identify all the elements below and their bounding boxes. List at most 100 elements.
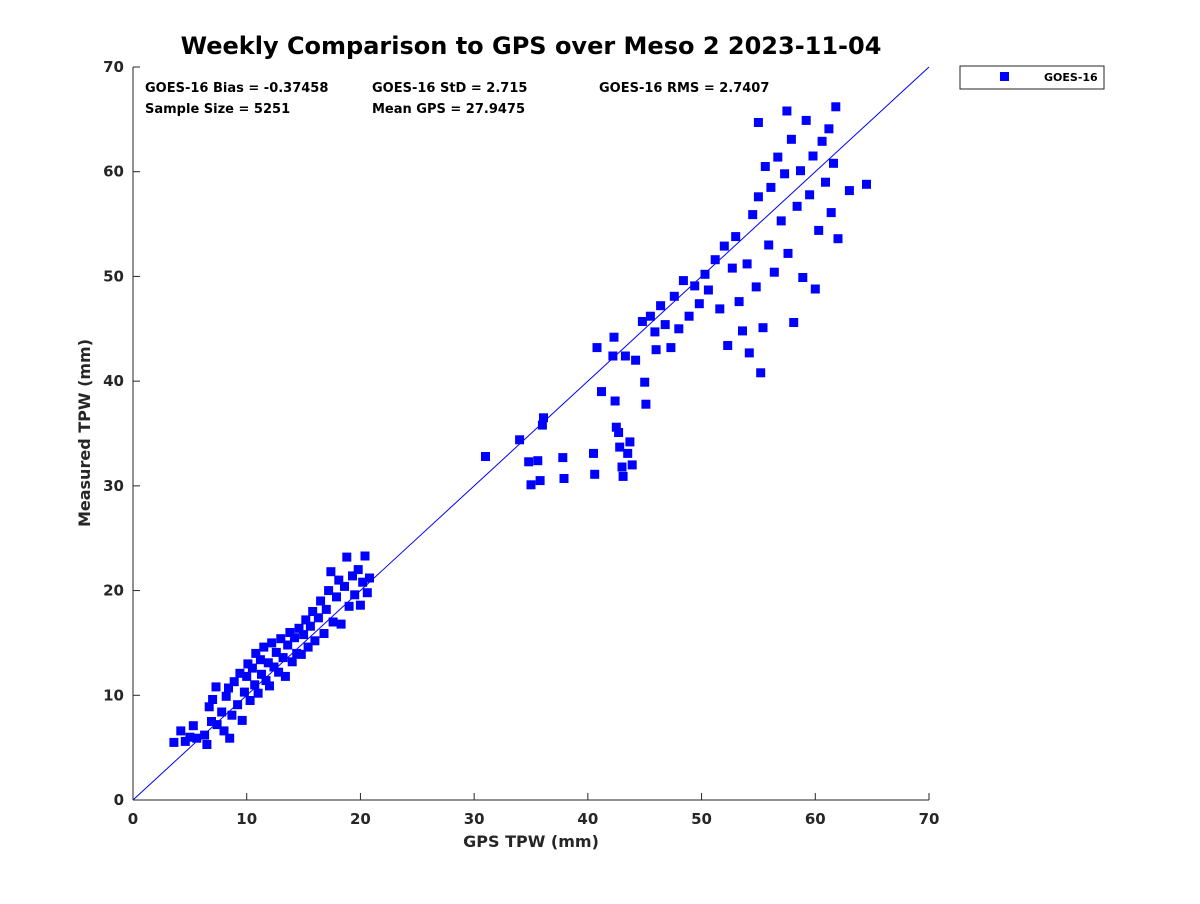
data-point	[608, 351, 618, 361]
data-point	[611, 422, 621, 432]
y-tick-label: 10	[103, 686, 124, 704]
data-point	[533, 456, 543, 466]
data-point	[188, 721, 198, 731]
data-point	[844, 186, 854, 196]
data-point	[773, 152, 783, 162]
stat-bias: GOES-16 Bias = -0.37458	[145, 81, 328, 96]
data-point	[204, 702, 214, 712]
data-point	[826, 208, 836, 218]
data-point	[296, 649, 306, 659]
data-point	[299, 630, 309, 640]
data-point	[766, 182, 776, 192]
data-point	[738, 326, 747, 336]
data-point	[678, 276, 688, 286]
data-point	[666, 343, 676, 353]
data-point	[734, 297, 744, 307]
data-point	[620, 351, 630, 361]
data-point	[239, 687, 249, 697]
data-point	[715, 304, 725, 314]
chart-title: Weekly Comparison to GPS over Meso 2 202…	[181, 32, 882, 60]
data-point	[660, 320, 670, 330]
data-point	[821, 177, 830, 187]
data-point	[710, 255, 720, 265]
data-point	[269, 662, 279, 672]
data-point	[829, 158, 838, 168]
data-point	[690, 281, 700, 291]
data-point	[200, 730, 210, 740]
data-point	[782, 106, 792, 116]
data-point	[292, 648, 302, 658]
data-point	[283, 640, 293, 650]
legend-box	[959, 65, 1105, 90]
data-point	[185, 732, 195, 742]
data-point	[365, 573, 374, 583]
stat-rms: GOES-16 RMS = 2.7407	[599, 81, 769, 96]
data-point	[308, 607, 318, 616]
y-tick-label: 60	[103, 163, 124, 181]
data-point	[211, 682, 221, 692]
data-point	[253, 688, 263, 698]
data-point	[589, 448, 598, 458]
data-point	[535, 476, 545, 486]
data-point	[637, 317, 647, 326]
data-point	[758, 323, 768, 333]
data-point	[753, 118, 763, 127]
data-point	[792, 201, 802, 211]
data-point	[656, 301, 666, 311]
x-tick-label: 70	[919, 810, 940, 828]
axes: 0 10 20 30 40 50 60 70 0 10 20 30 40 50 60 70	[103, 58, 939, 828]
data-point	[783, 248, 793, 258]
data-point	[627, 460, 637, 470]
data-point	[684, 311, 694, 321]
y-axis-label: Measured TPW (mm)	[75, 339, 94, 527]
data-point	[559, 474, 569, 483]
data-point	[769, 267, 779, 277]
data-point	[625, 437, 635, 447]
data-point	[255, 655, 265, 665]
data-point	[285, 628, 295, 637]
x-axis-label: GPS TPW (mm)	[463, 832, 599, 851]
data-point	[208, 695, 218, 704]
data-point	[751, 282, 761, 292]
y-tick-label: 50	[103, 267, 124, 285]
data-point	[742, 259, 752, 269]
data-point	[609, 332, 619, 342]
data-point	[824, 124, 834, 134]
data-point	[235, 668, 245, 678]
data-point	[250, 680, 260, 690]
data-point	[623, 448, 633, 458]
data-point	[207, 717, 216, 726]
y-tick-label: 70	[103, 58, 124, 76]
data-point	[217, 707, 227, 717]
data-point	[342, 552, 352, 562]
data-point	[245, 696, 255, 705]
data-point	[340, 581, 349, 591]
data-point	[524, 457, 534, 467]
data-point	[350, 590, 360, 600]
data-point	[700, 269, 710, 279]
data-point	[645, 311, 655, 321]
data-point	[694, 299, 704, 309]
data-point	[310, 636, 320, 646]
data-point	[303, 642, 313, 652]
stat-std: GOES-16 StD = 2.715	[372, 81, 527, 96]
data-point	[631, 355, 641, 365]
data-point	[597, 387, 606, 397]
data-point	[748, 210, 758, 220]
stat-mean-gps: Mean GPS = 27.9475	[372, 102, 525, 117]
data-point	[753, 192, 763, 202]
data-point	[271, 647, 281, 657]
stat-sample-size: Sample Size = 5251	[145, 102, 290, 117]
data-point	[817, 136, 827, 146]
data-point	[640, 377, 650, 387]
data-point	[814, 225, 824, 235]
data-point	[590, 469, 600, 479]
data-point	[280, 671, 290, 681]
data-point	[805, 190, 815, 200]
data-point	[321, 604, 331, 614]
data-point	[229, 677, 239, 687]
data-point	[225, 733, 235, 743]
data-point	[760, 162, 770, 171]
data-point	[219, 726, 229, 736]
data-point	[257, 669, 266, 679]
